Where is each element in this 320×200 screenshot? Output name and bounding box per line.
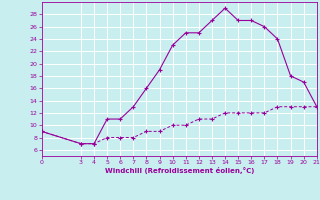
X-axis label: Windchill (Refroidissement éolien,°C): Windchill (Refroidissement éolien,°C) — [105, 167, 254, 174]
